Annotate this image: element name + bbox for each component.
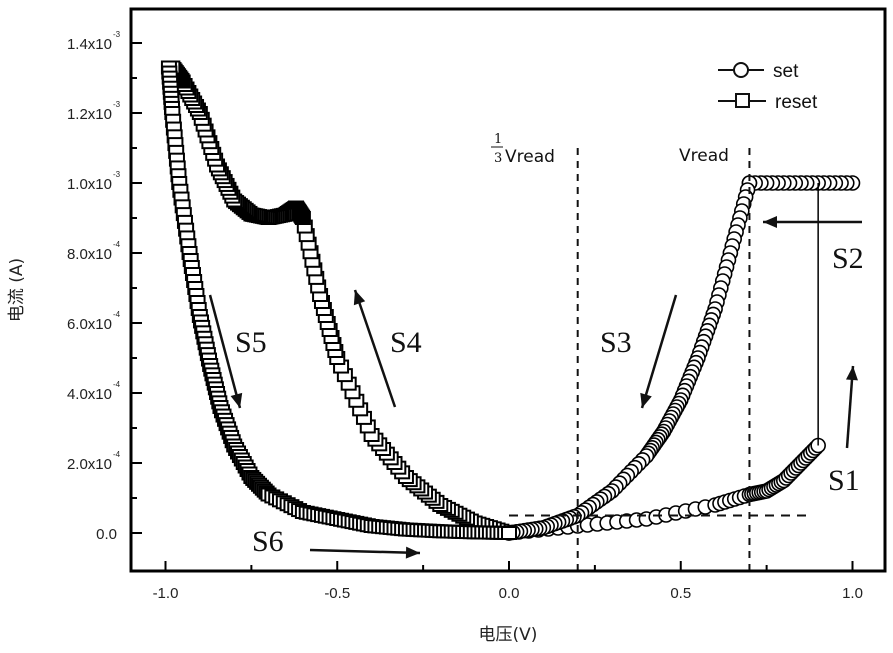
legend-entry-set: set bbox=[718, 61, 799, 82]
legend-entry-reset: reset bbox=[718, 92, 818, 113]
arrow-s6-head bbox=[405, 546, 420, 559]
arrow-s5 bbox=[208, 294, 242, 409]
y-tick-mantissa: 1.4x10 bbox=[67, 36, 112, 53]
annotation-s5: S5 bbox=[235, 326, 267, 359]
arrow-s4-head bbox=[353, 290, 366, 306]
reference-lines bbox=[509, 148, 808, 571]
annotation-s4: S4 bbox=[390, 326, 422, 359]
y-tick-exponent: -4 bbox=[113, 310, 121, 319]
annotation-s3: S3 bbox=[600, 326, 632, 359]
x-tick-label: -1.0 bbox=[153, 585, 179, 602]
y-tick-label: 1.4x10 bbox=[67, 36, 112, 53]
legend-reset-label: reset bbox=[775, 92, 818, 113]
segment-S2 bbox=[741, 175, 861, 191]
y-tick-mantissa: 2.0x10 bbox=[67, 456, 112, 473]
series-reset bbox=[160, 60, 517, 540]
y-tick-label: 0.0 bbox=[96, 526, 117, 543]
y-tick-mantissa: 1.2x10 bbox=[67, 106, 112, 123]
data-point bbox=[501, 526, 517, 540]
arrow-s5-head bbox=[230, 392, 243, 408]
y-tick-mantissa: 1.0x10 bbox=[67, 176, 112, 193]
series-layer bbox=[160, 60, 861, 541]
y-tick-mantissa: 0.0 bbox=[96, 526, 117, 543]
arrow-s1-head bbox=[845, 366, 858, 381]
y-tick-label: 6.0x10 bbox=[67, 316, 112, 333]
vread-third-label: Vread bbox=[505, 147, 555, 167]
x-tick-label: 0.0 bbox=[499, 585, 520, 602]
x-tick-label: 0.5 bbox=[670, 585, 691, 602]
annotation-s1: S1 bbox=[828, 464, 860, 497]
y-tick-exponent: -4 bbox=[113, 240, 121, 249]
y-axis-title: 电流 (A) bbox=[7, 258, 27, 322]
segment-S3 bbox=[501, 175, 758, 541]
arrow-s2-head bbox=[763, 216, 777, 228]
y-tick-label: 1.0x10 bbox=[67, 176, 112, 193]
annotation-s2: S2 bbox=[832, 242, 864, 275]
arrow-s4 bbox=[353, 289, 397, 408]
x-tick-label: -0.5 bbox=[324, 585, 350, 602]
y-tick-mantissa: 6.0x10 bbox=[67, 316, 112, 333]
y-ticks: 0.02.0x10-44.0x10-46.0x10-48.0x10-41.0x1… bbox=[67, 30, 142, 543]
y-tick-exponent: -3 bbox=[113, 30, 121, 39]
vread-fraction-numerator: 1 bbox=[494, 132, 502, 147]
y-tick-exponent: -4 bbox=[113, 380, 121, 389]
y-tick-exponent: -4 bbox=[113, 450, 121, 459]
annotation-s6: S6 bbox=[252, 525, 284, 558]
segment-S4 bbox=[164, 60, 517, 540]
arrow-s3 bbox=[640, 294, 678, 409]
legend-reset-marker bbox=[735, 93, 750, 108]
vread-label: Vread bbox=[679, 146, 729, 166]
y-tick-exponent: -3 bbox=[113, 100, 121, 109]
arrow-s6 bbox=[309, 548, 421, 555]
segment-S5 bbox=[160, 60, 517, 540]
y-tick-label: 2.0x10 bbox=[67, 456, 112, 473]
y-tick-label: 8.0x10 bbox=[67, 246, 112, 263]
y-tick-exponent: -3 bbox=[113, 170, 121, 179]
series-set bbox=[501, 175, 861, 541]
legend-set-label: set bbox=[773, 61, 799, 82]
vread-fraction-denominator: 3 bbox=[494, 151, 502, 166]
y-tick-mantissa: 8.0x10 bbox=[67, 246, 112, 263]
y-tick-mantissa: 4.0x10 bbox=[67, 386, 112, 403]
x-axis-title: 电压(V) bbox=[479, 625, 538, 645]
legend-set-marker bbox=[733, 62, 749, 78]
arrow-s3-head bbox=[640, 392, 652, 408]
x-ticks: -1.0 -0.5 0.0 0.5 1.0 bbox=[153, 561, 863, 602]
y-tick-label: 4.0x10 bbox=[67, 386, 112, 403]
x-tick-label: 1.0 bbox=[842, 585, 863, 602]
y-tick-label: 1.2x10 bbox=[67, 106, 112, 123]
step-arrows bbox=[208, 216, 862, 559]
legend: set reset bbox=[718, 61, 818, 113]
